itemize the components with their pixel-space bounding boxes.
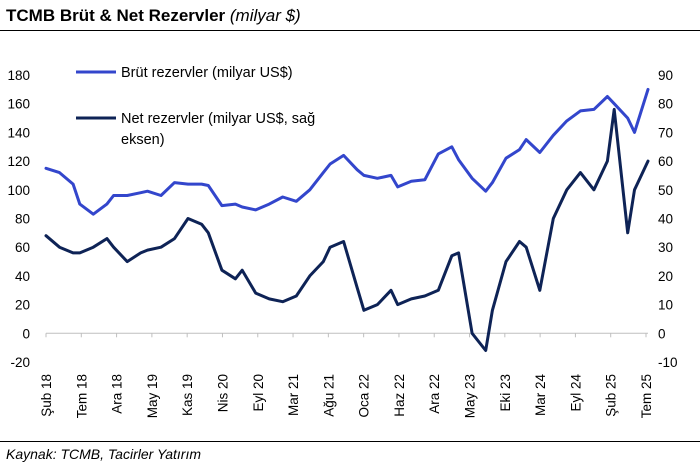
x-tick-label: Eyl 20	[251, 374, 266, 412]
chart-title-unit: (milyar $)	[229, 6, 301, 25]
x-tick-label: Ağu 21	[321, 374, 336, 417]
y-left-tick-label: 0	[22, 326, 30, 341]
x-tick-label: Şub 18	[39, 374, 54, 417]
x-tick-label: May 23	[463, 374, 478, 418]
y-right-tick-label: -10	[658, 355, 678, 370]
y-left-tick-label: 80	[15, 212, 30, 227]
y-left-tick-label: 160	[7, 97, 30, 112]
y-right-tick-label: 60	[658, 154, 673, 169]
source-note: Kaynak: TCMB, Tacirler Yatırım	[6, 446, 202, 462]
y-right-tick-label: 20	[658, 269, 673, 284]
y-right-tick-label: 90	[658, 68, 673, 83]
x-tick-label: Ara 22	[427, 374, 442, 414]
y-axis-right-ticks: -10 0 10 20 30 40 50 60 70 80 90	[658, 68, 678, 370]
x-tick-label: Mar 24	[533, 374, 548, 417]
x-tick-label: Oca 22	[357, 374, 372, 418]
x-tick-label: Eyl 24	[568, 374, 583, 412]
y-left-tick-label: 60	[15, 240, 30, 255]
legend: Brüt rezervler (milyar US$) Net rezervler…	[76, 65, 315, 148]
y-right-tick-label: 0	[658, 326, 666, 341]
x-axis-ticks: Şub 18 Tem 18 Ara 18 May 19 Kas 19 Nis 20 Eyl …	[39, 333, 654, 418]
chart-title: TCMB Brüt & Net Rezervler (milyar $)	[6, 6, 301, 26]
y-left-tick-label: 180	[7, 68, 30, 83]
x-tick-label: Mar 21	[286, 374, 301, 416]
y-left-tick-label: 40	[15, 269, 30, 284]
x-tick-label: Tem 25	[639, 374, 654, 418]
y-right-tick-label: 40	[658, 212, 673, 227]
y-axis-left-ticks: -20 0 20 40 60 80 100 120 140 160 180	[7, 68, 30, 370]
y-left-tick-label: 140	[7, 125, 30, 140]
series-line-net-reserves	[44, 107, 650, 352]
y-right-tick-label: 10	[658, 298, 673, 313]
x-tick-label: Ara 18	[110, 374, 125, 414]
x-tick-label: Eki 23	[498, 374, 513, 412]
y-left-tick-label: 100	[7, 183, 30, 198]
y-right-tick-label: 30	[658, 240, 673, 255]
y-left-tick-label: 20	[15, 298, 30, 313]
series-lines	[44, 87, 650, 352]
chart-title-main: TCMB Brüt & Net Rezervler	[6, 6, 226, 25]
x-tick-label: Kas 19	[180, 374, 195, 416]
legend-label-gross: Brüt rezervler (milyar US$)	[121, 65, 293, 81]
x-tick-label: May 19	[145, 374, 160, 418]
x-tick-label: Nis 20	[215, 374, 230, 412]
y-left-tick-label: 120	[7, 154, 30, 169]
bottom-divider	[0, 441, 700, 442]
x-tick-label: Tem 18	[74, 374, 89, 418]
x-tick-label: Şub 25	[604, 374, 619, 417]
y-right-tick-label: 70	[658, 125, 673, 140]
x-tick-label: Haz 22	[392, 374, 407, 417]
y-right-tick-label: 50	[658, 183, 673, 198]
series-line-gross-reserves	[44, 87, 650, 216]
legend-label-net: Net rezervler (milyar US$, sağ eksen)	[121, 111, 315, 148]
top-divider	[0, 30, 700, 31]
y-left-tick-label: -20	[10, 355, 30, 370]
y-right-tick-label: 80	[658, 97, 673, 112]
